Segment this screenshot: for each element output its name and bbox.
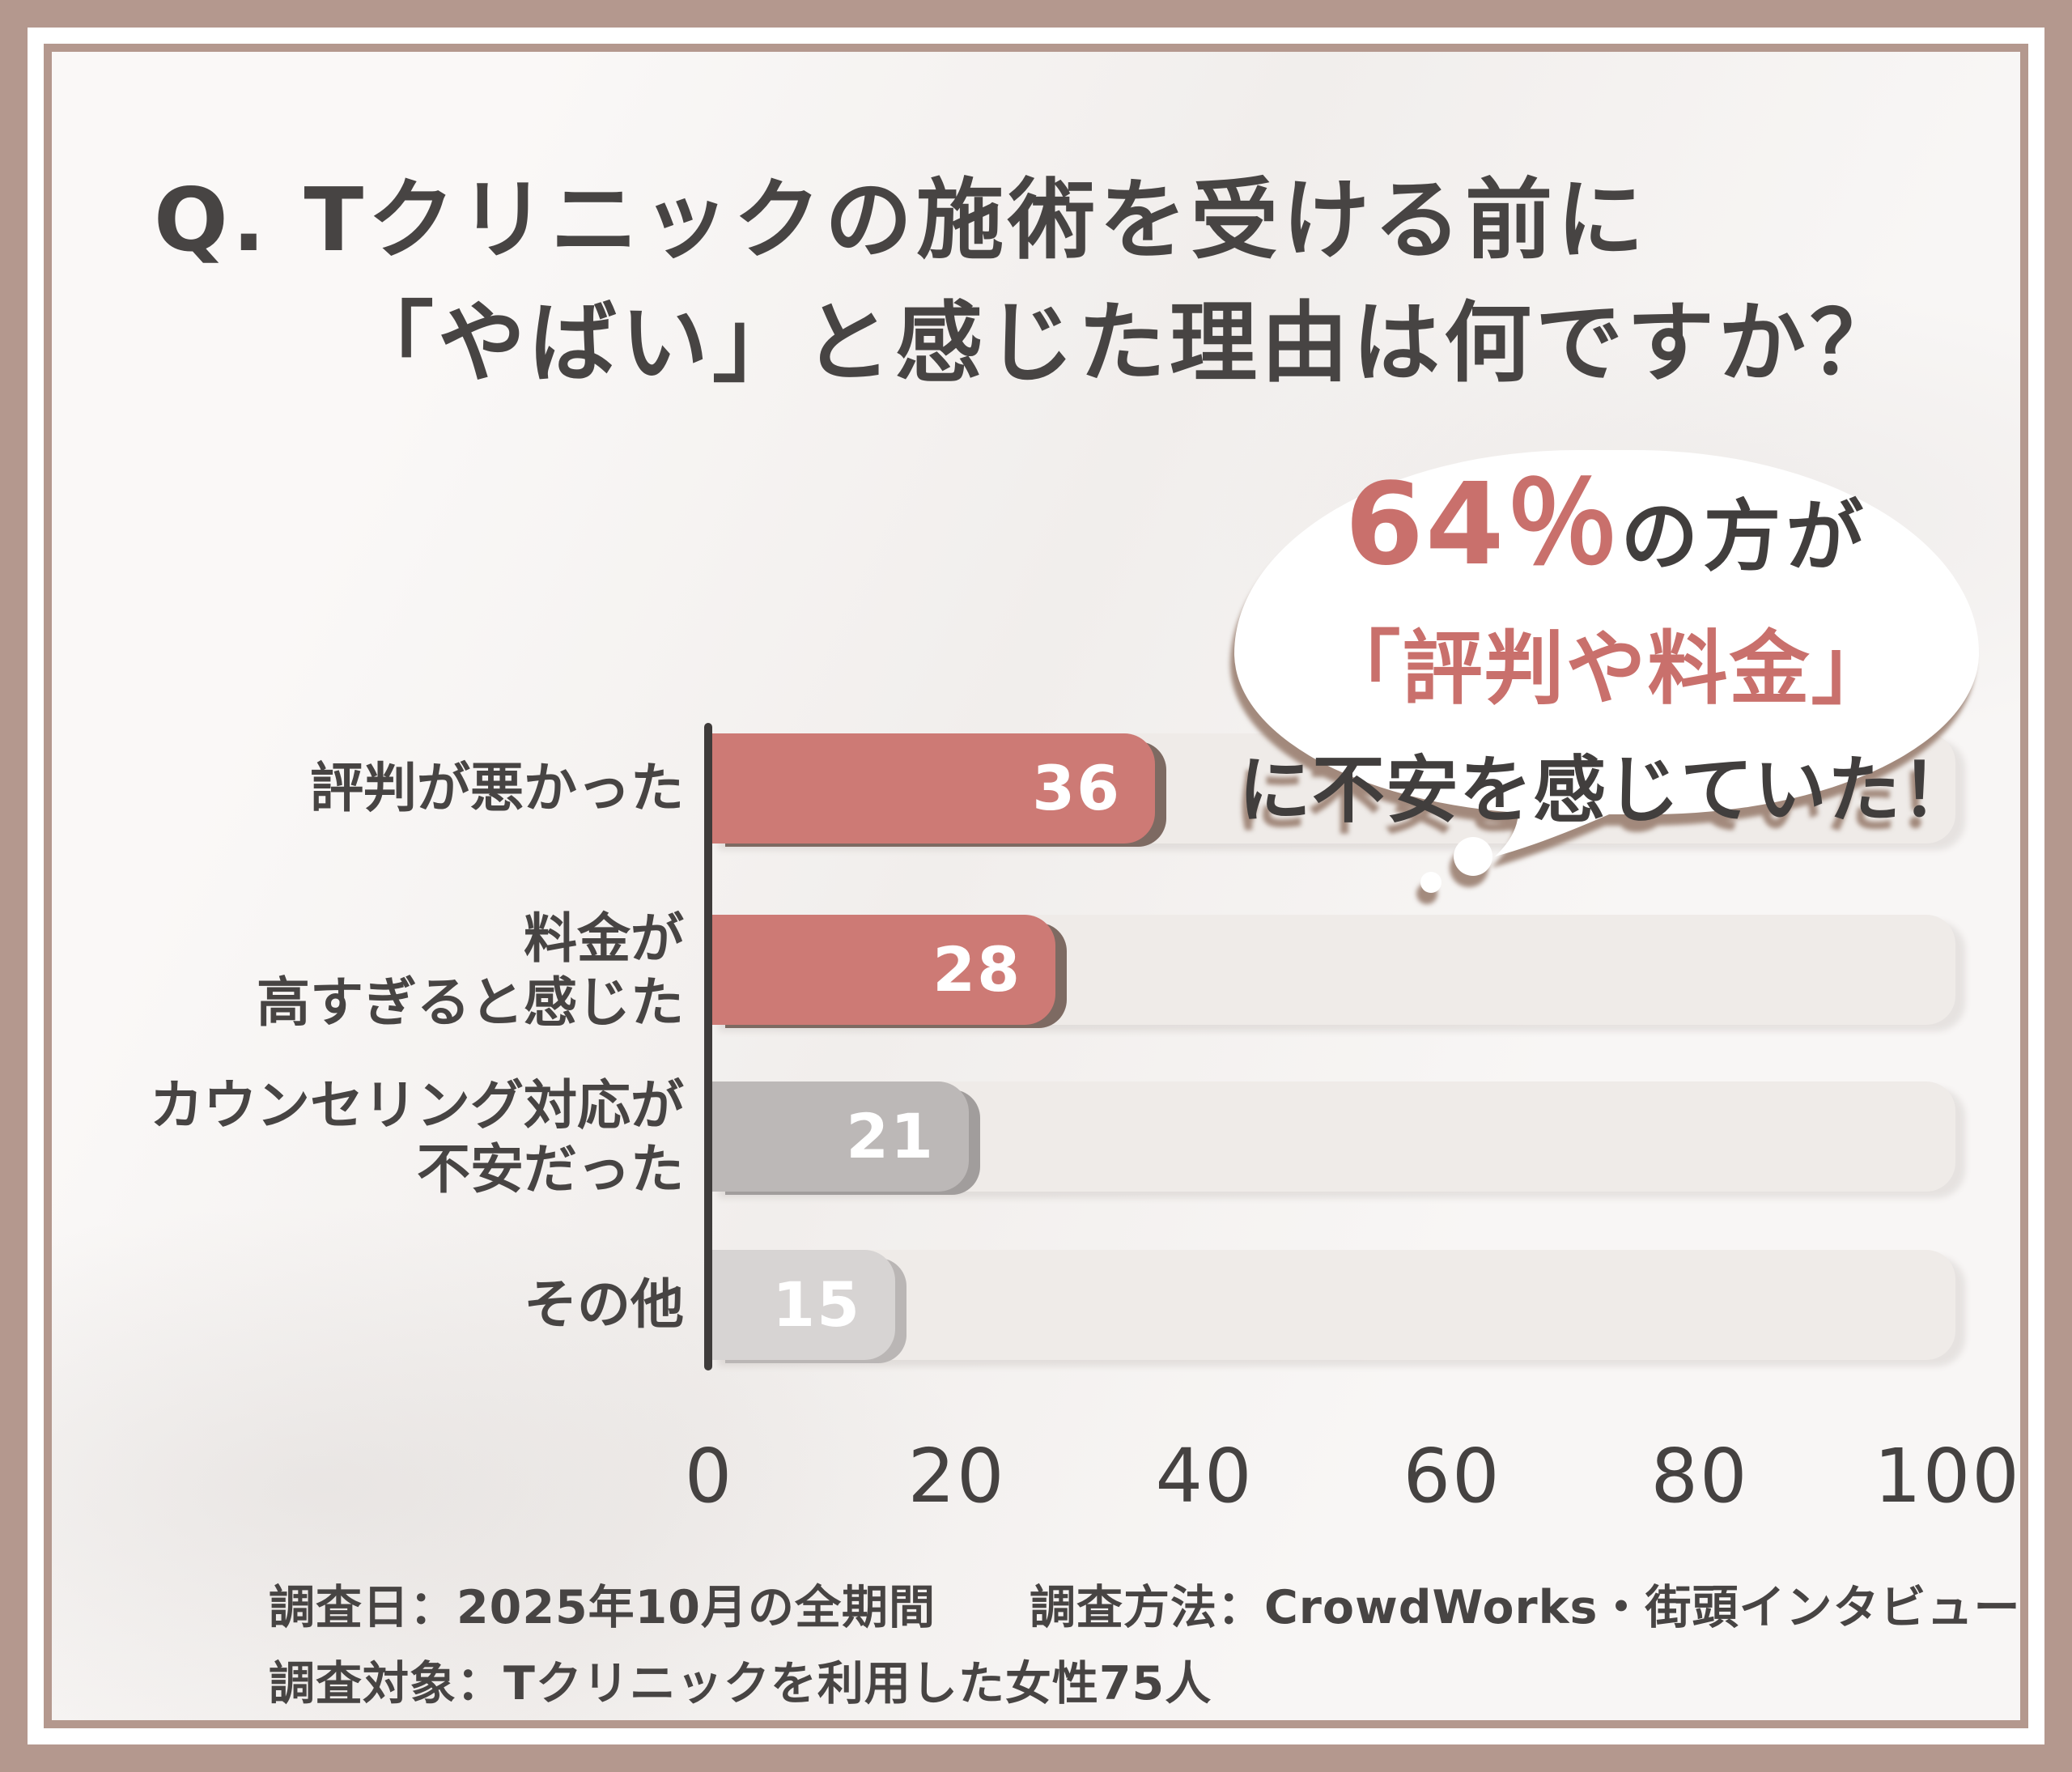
bar: 15 <box>709 1250 895 1360</box>
axis-tick-label: 0 <box>684 1433 734 1519</box>
axis-tick-label: 80 <box>1650 1433 1749 1519</box>
thought-dot-small-icon <box>1420 872 1441 893</box>
bubble-highlight-line: 「評判や料金」 <box>1320 623 1893 716</box>
category-label: 料金が 高すぎると感じた <box>52 907 684 1035</box>
category-label-line: その他 <box>524 1273 684 1336</box>
axis-tick-label: 40 <box>1155 1433 1254 1519</box>
bar-track: 15 <box>709 1250 1955 1360</box>
bar-value-label: 36 <box>1032 752 1121 824</box>
survey-note-line1: 調査日：2025年10月の全期間 調査方法：CrowdWorks・街頭インタビュ… <box>269 1581 2021 1634</box>
category-label-line: 高すぎると感じた <box>257 971 684 1034</box>
category-label: 評判が悪かった <box>52 756 684 820</box>
bar-value-label: 21 <box>846 1100 935 1172</box>
bar-track: 28 <box>709 915 1955 1025</box>
bar: 36 <box>709 733 1155 844</box>
y-axis-line <box>704 723 712 1370</box>
bar-value-label: 15 <box>772 1268 861 1341</box>
category-label-line: 評判が悪かった <box>310 757 684 819</box>
category-label-line: 不安だった <box>417 1138 684 1200</box>
page-title-line2: 「やばい」と感じた理由は何ですか？ <box>346 293 1902 394</box>
category-label-line: カウンセリング対応が <box>150 1074 684 1137</box>
bar: 28 <box>709 915 1055 1025</box>
bubble-stat-row: 64％ の方が <box>1345 433 1869 597</box>
content-area: Q. Tクリニックの施術を受ける前に 「やばい」と感じた理由は何ですか？ 64％… <box>44 44 2028 1728</box>
bar-value-label: 28 <box>932 933 1021 1005</box>
thought-bubble: 64％ の方が 「評判や料金」 に不安を感じていた！ <box>1234 450 1979 893</box>
bubble-tail-line: に不安を感じていた！ <box>1238 748 1975 833</box>
axis-tick-label: 20 <box>907 1433 1006 1519</box>
bubble-stat-suffix: の方が <box>1620 491 1869 582</box>
thought-bubble-body <box>1234 450 1979 814</box>
bar: 21 <box>709 1081 969 1192</box>
page-title-line1: Q. Tクリニックの施術を受ける前に <box>154 170 1649 271</box>
axis-tick-label: 60 <box>1403 1433 1501 1519</box>
thought-bubble-text: 64％ の方が 「評判や料金」 に不安を感じていた！ <box>1234 450 1979 833</box>
category-label: カウンセリング対応が 不安だった <box>52 1073 684 1201</box>
bar-track: 21 <box>709 1081 1955 1192</box>
thought-bubble-tail-icon <box>1495 797 1645 856</box>
thought-dot-large-icon <box>1454 837 1492 876</box>
category-label: その他 <box>52 1273 684 1336</box>
survey-note-line2: 調査対象：Tクリニックを利用した女性75人 <box>269 1657 1212 1710</box>
category-label-line: 料金が <box>524 907 684 970</box>
axis-tick-label: 100 <box>1874 1433 2021 1519</box>
bubble-stat-value: 64％ <box>1344 459 1621 591</box>
